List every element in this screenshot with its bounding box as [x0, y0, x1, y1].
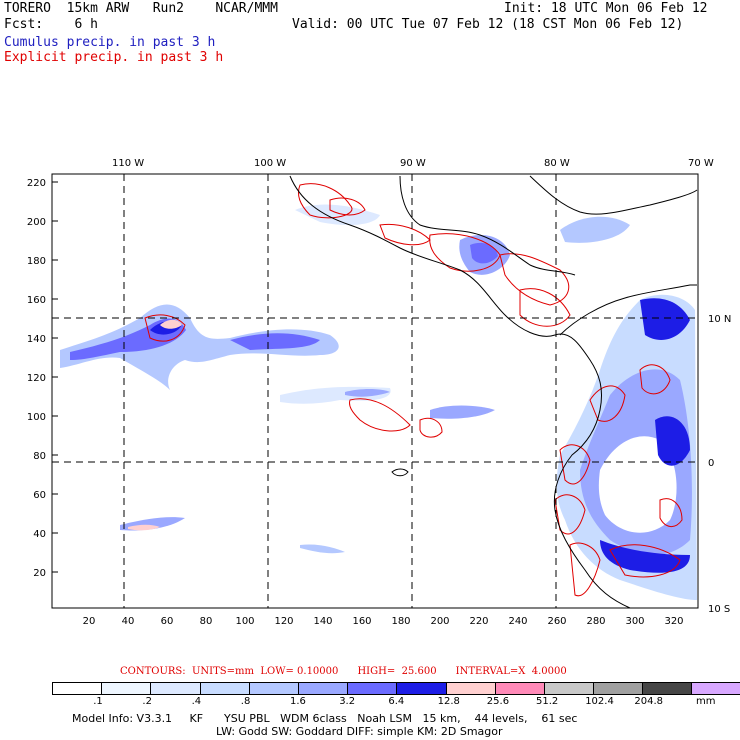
model-info-line1: Model Info: V3.3.1 KF YSU PBL WDM 6class…: [72, 712, 578, 725]
x-tick-240: 240: [508, 616, 527, 627]
colorbar-label: 1.6: [290, 696, 306, 707]
colorbar-swatch: [151, 683, 201, 694]
colorbar-swatch: [348, 683, 398, 694]
y-tick-40: 40: [33, 529, 46, 540]
x-tick-160: 160: [352, 616, 371, 627]
x-tick-200: 200: [430, 616, 449, 627]
colorbar-swatch: [692, 683, 740, 694]
colorbar-label: 3.2: [339, 696, 356, 707]
left-ticks: [52, 181, 58, 573]
x-tick-180: 180: [391, 616, 410, 627]
title-left: TORERO 15km ARW Run2 NCAR/MMM: [4, 1, 278, 16]
y-tick-160: 160: [27, 295, 46, 306]
lat-lon-grid: [52, 174, 698, 608]
x-tick-80: 80: [200, 616, 213, 627]
y-tick-140: 140: [27, 334, 46, 345]
x-tick-100: 100: [235, 616, 254, 627]
lat-label-0: 0: [708, 458, 714, 469]
y-tick-220: 220: [27, 178, 46, 189]
lon-label-90w: 90 W: [400, 158, 426, 169]
x-tick-40: 40: [122, 616, 135, 627]
x-tick-220: 220: [469, 616, 488, 627]
lat-label-10s: 10 S: [708, 604, 730, 615]
y-tick-80: 80: [33, 451, 46, 462]
y-tick-180: 180: [27, 256, 46, 267]
colorbar-swatch: [544, 683, 595, 694]
x-tick-300: 300: [625, 616, 644, 627]
colorbar-unit: mm: [696, 696, 716, 707]
colorbar-swatch: [249, 683, 299, 694]
colorbar-label: 102.4: [585, 696, 614, 707]
forecast-hour: Fcst: 6 h: [4, 17, 98, 32]
colorbar-label: 12.8: [437, 696, 460, 707]
cumulus-precip-fields: [60, 204, 697, 600]
y-tick-20: 20: [33, 568, 46, 579]
valid-time: Valid: 00 UTC Tue 07 Feb 12 (18 CST Mon …: [292, 17, 684, 32]
x-tick-60: 60: [161, 616, 174, 627]
colorbar-label: 25.6: [486, 696, 510, 707]
x-tick-320: 320: [664, 616, 683, 627]
y-tick-120: 120: [27, 373, 46, 384]
colorbar-swatch: [495, 683, 545, 694]
legend-cumulus: Cumulus precip. in past 3 h: [4, 35, 216, 50]
y-tick-100: 100: [27, 412, 46, 423]
lon-label-110w: 110 W: [112, 158, 144, 169]
colorbar-label: .4: [191, 696, 202, 707]
precip-map: 110 W 100 W 90 W 80 W 70 W 10 N 0 10 S 2…: [27, 158, 731, 627]
colorbar-label: 51.2: [536, 696, 559, 707]
colorbar-label: 6.4: [388, 696, 405, 707]
contours-info: CONTOURS: UNITS=mm LOW= 0.10000 HIGH= 25…: [120, 666, 567, 677]
lat-label-10n: 10 N: [708, 314, 731, 325]
colorbar-label: 204.8: [634, 696, 664, 707]
colorbar-swatch: [298, 683, 349, 694]
colorbar-label: .2: [142, 696, 152, 707]
colorbar: [52, 682, 740, 695]
y-tick-200: 200: [27, 217, 46, 228]
x-tick-280: 280: [586, 616, 605, 627]
lon-label-100w: 100 W: [254, 158, 286, 169]
model-info-line2: LW: Godd SW: Goddard DIFF: simple KM: 2D…: [216, 725, 503, 738]
x-tick-20: 20: [83, 616, 96, 627]
lon-label-70w: 70 W: [688, 158, 714, 169]
lon-label-80w: 80 W: [544, 158, 570, 169]
colorbar-swatch: [397, 683, 447, 694]
x-tick-140: 140: [313, 616, 332, 627]
explicit-precip-contours: [144, 183, 683, 597]
colorbar-label: .1: [93, 696, 103, 707]
x-tick-120: 120: [274, 616, 293, 627]
init-time: Init: 18 UTC Mon 06 Feb 12: [504, 1, 708, 16]
colorbar-swatch: [594, 683, 644, 694]
colorbar-swatch: [200, 683, 250, 694]
x-tick-labels: 20 40 60 80 100 120 140 160 180 200 220 …: [83, 616, 684, 627]
colorbar-swatch: [446, 683, 496, 694]
y-tick-labels: 220 200 180 160 140 120 100 80 60 40 20: [27, 178, 46, 579]
y-tick-60: 60: [33, 490, 46, 501]
colorbar-swatch: [102, 683, 152, 694]
colorbar-swatch: [643, 683, 693, 694]
colorbar-label: .8: [240, 696, 251, 707]
colorbar-swatch: [53, 683, 103, 694]
legend-explicit: Explicit precip. in past 3 h: [4, 50, 224, 65]
x-tick-260: 260: [547, 616, 566, 627]
